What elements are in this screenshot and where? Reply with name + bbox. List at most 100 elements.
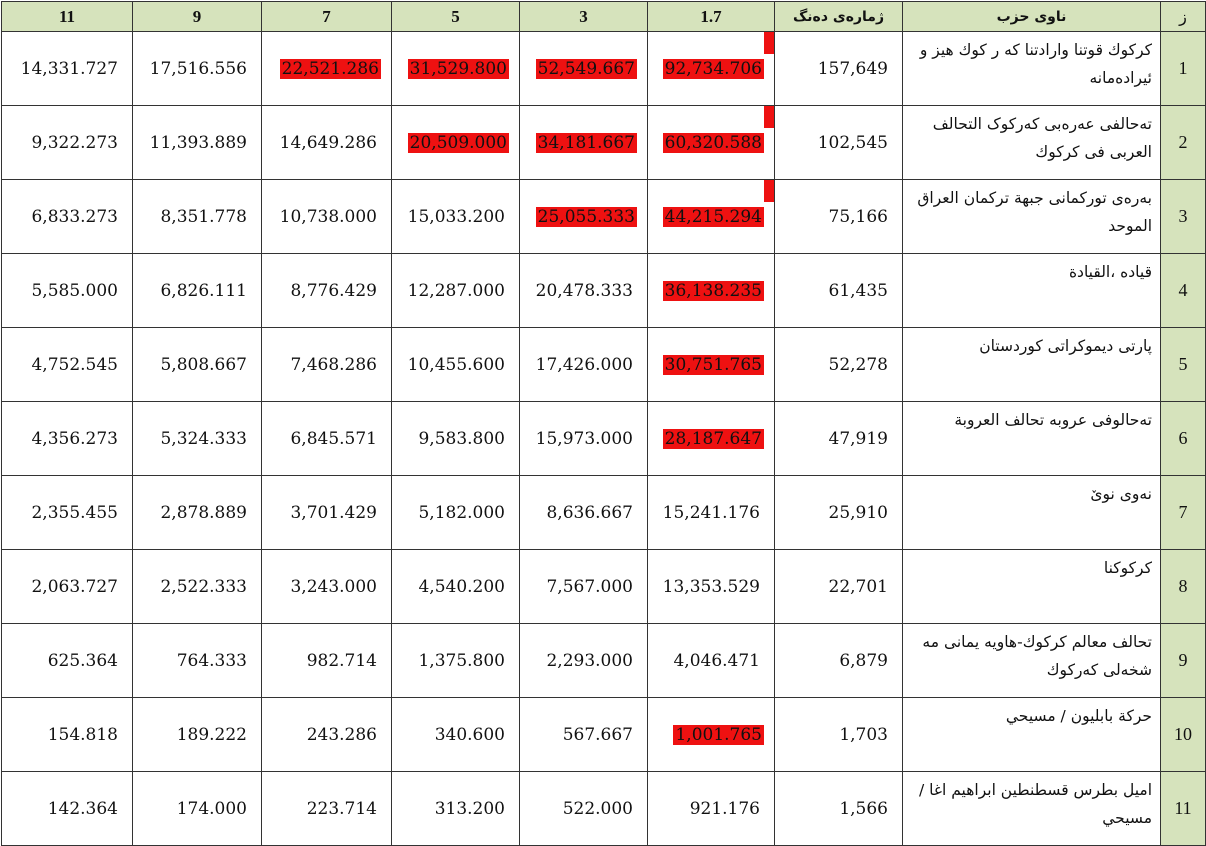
cell-index: 9 (1160, 623, 1206, 698)
cell-value: 4,540.200 (418, 576, 505, 597)
cell-c9: 5,808.667 (132, 327, 262, 402)
cell-value: 2,293.000 (546, 650, 633, 671)
red-marker (764, 32, 774, 54)
red-marker (764, 180, 774, 202)
cell-c11: 154.818 (1, 697, 133, 772)
cell-party-name: پارتی دیموکراتی کوردستان (902, 327, 1161, 402)
cell-value: 921.176 (689, 798, 760, 819)
cell-index: 10 (1160, 697, 1206, 772)
cell-value: 15,241.176 (662, 502, 760, 523)
header-cell-3: 3 (519, 1, 648, 32)
cell-value: 764.333 (176, 650, 247, 671)
cell-votes: 6,879 (774, 623, 903, 698)
cell-c11: 6,833.273 (1, 179, 133, 254)
cell-c9: 2,522.333 (132, 549, 262, 624)
cell-c3: 20,478.333 (519, 253, 648, 328)
cell-value: 20,478.333 (535, 280, 633, 301)
cell-c11: 9,322.273 (1, 105, 133, 180)
cell-value: 15,033.200 (407, 206, 505, 227)
cell-c17: 15,241.176 (647, 475, 775, 550)
cell-index: 8 (1160, 549, 1206, 624)
cell-value: 7,567.000 (546, 576, 633, 597)
header-row: 11 9 7 5 3 1.7 ژمارەی دەنگ ناوی حزب ز (1, 1, 1206, 32)
cell-c3: 34,181.667 (519, 105, 648, 180)
cell-votes: 102,545 (774, 105, 903, 180)
header-cell-index: ز (1160, 1, 1206, 32)
cell-value: 4,752.545 (31, 354, 118, 375)
cell-party-name: تەحالوفی عروبه تحالف العروبة (902, 401, 1161, 476)
cell-c3: 17,426.000 (519, 327, 648, 402)
table-row: 154.818 189.222 243.286 340.600 567.667 1,001… (1, 697, 1206, 772)
highlighted-cell-value: 31,529.800 (407, 58, 509, 79)
cell-c5: 15,033.200 (391, 179, 520, 254)
table-row: 14,331.727 17,516.556 22,521.286 31,529.800… (1, 31, 1206, 106)
header-cell-9: 9 (132, 1, 262, 32)
table-row: 625.364 764.333 982.714 1,375.800 2,293.000 4… (1, 623, 1206, 698)
cell-c7: 243.286 (261, 697, 392, 772)
cell-index: 4 (1160, 253, 1206, 328)
cell-votes: 157,649 (774, 31, 903, 106)
cell-c9: 5,324.333 (132, 401, 262, 476)
cell-party-name: اميل بطرس قسطنطين ابراهيم اغا / مسيحي (902, 771, 1161, 846)
cell-value: 567.667 (562, 724, 633, 745)
cell-c9: 189.222 (132, 697, 262, 772)
cell-c3: 15,973.000 (519, 401, 648, 476)
cell-value: 189.222 (176, 724, 247, 745)
table-row: 2,063.727 2,522.333 3,243.000 4,540.200 7,56… (1, 549, 1206, 624)
cell-c7: 7,468.286 (261, 327, 392, 402)
cell-index: 6 (1160, 401, 1206, 476)
cell-c7: 8,776.429 (261, 253, 392, 328)
highlighted-cell-value: 34,181.667 (535, 132, 637, 153)
cell-value: 10,455.600 (407, 354, 505, 375)
cell-c17: 13,353.529 (647, 549, 775, 624)
cell-index: 2 (1160, 105, 1206, 180)
cell-c3: 567.667 (519, 697, 648, 772)
cell-party-name: قیاده ،القیادة (902, 253, 1161, 328)
header-cell-1-7: 1.7 (647, 1, 775, 32)
cell-party-name: کرکوکنا (902, 549, 1161, 624)
cell-c7: 22,521.286 (261, 31, 392, 106)
cell-index: 3 (1160, 179, 1206, 254)
cell-value: 13,353.529 (662, 576, 760, 597)
table-row: 4,752.545 5,808.667 7,468.286 10,455.600 17,… (1, 327, 1206, 402)
cell-value: 17,516.556 (149, 58, 247, 79)
table-row: 4,356.273 5,324.333 6,845.571 9,583.800 15,9… (1, 401, 1206, 476)
cell-c17: 921.176 (647, 771, 775, 846)
cell-index: 5 (1160, 327, 1206, 402)
cell-value: 3,243.000 (290, 576, 377, 597)
cell-index: 7 (1160, 475, 1206, 550)
cell-c17: 60,320.588 (647, 105, 775, 180)
cell-c5: 12,287.000 (391, 253, 520, 328)
table-row: 2,355.455 2,878.889 3,701.429 5,182.000 8,63… (1, 475, 1206, 550)
cell-c17: 92,734.706 (647, 31, 775, 106)
cell-c5: 340.600 (391, 697, 520, 772)
cell-value: 10,738.000 (279, 206, 377, 227)
cell-value: 2,878.889 (160, 502, 247, 523)
cell-c11: 2,063.727 (1, 549, 133, 624)
cell-c5: 1,375.800 (391, 623, 520, 698)
cell-value: 142.364 (47, 798, 118, 819)
highlighted-cell-value: 22,521.286 (279, 58, 381, 79)
cell-c9: 8,351.778 (132, 179, 262, 254)
cell-value: 6,826.111 (160, 280, 247, 301)
cell-value: 154.818 (47, 724, 118, 745)
cell-c17: 28,187.647 (647, 401, 775, 476)
highlighted-cell-value: 92,734.706 (662, 58, 764, 79)
header-cell-party-name: ناوی حزب (902, 1, 1161, 32)
table-row: 6,833.273 8,351.778 10,738.000 15,033.200 25… (1, 179, 1206, 254)
red-marker (764, 106, 774, 128)
cell-c11: 142.364 (1, 771, 133, 846)
cell-party-name: تەحالفی عەرەبی کەرکوک التحالف العربی فی … (902, 105, 1161, 180)
cell-c9: 2,878.889 (132, 475, 262, 550)
cell-value: 5,182.000 (418, 502, 505, 523)
header-cell-votes: ژمارەی دەنگ (774, 1, 903, 32)
cell-c3: 25,055.333 (519, 179, 648, 254)
cell-c17: 44,215.294 (647, 179, 775, 254)
cell-value: 6,845.571 (290, 428, 377, 449)
cell-c7: 3,243.000 (261, 549, 392, 624)
cell-c5: 9,583.800 (391, 401, 520, 476)
cell-index: 11 (1160, 771, 1206, 846)
cell-value: 223.714 (306, 798, 377, 819)
table-row: 9,322.273 11,393.889 14,649.286 20,509.000 3… (1, 105, 1206, 180)
